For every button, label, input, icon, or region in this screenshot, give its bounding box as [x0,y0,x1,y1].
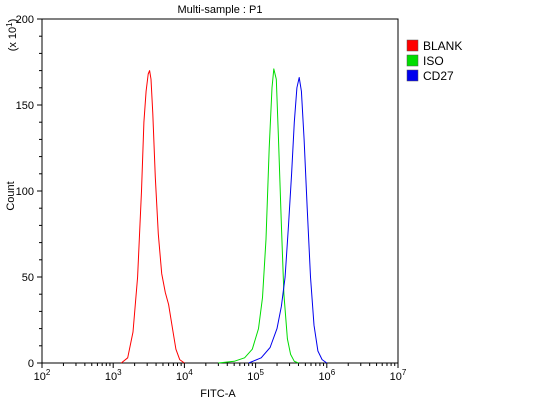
x-tick-label: 102 [34,368,51,383]
x-tick-label: 103 [105,368,122,383]
x-tick-label: 106 [318,368,335,383]
y-tick-label: 100 [16,186,34,198]
chart-title: Multi-sample : P1 [178,4,263,16]
y-tick-label: 200 [16,14,34,26]
x-axis: 102 103 104 105 106 107 [34,363,407,383]
x-tick-label: 104 [176,368,193,383]
series-layer [120,68,328,364]
y-axis: 0 50 100 150 200 [16,14,42,370]
plot-frame [41,18,399,364]
y-tick-label: 50 [22,272,34,284]
svg-text:(x 101): (x 101) [5,19,19,52]
series-line-cd27 [248,77,328,364]
x-axis-label: FITC-A [200,388,236,400]
x-tick-label: 107 [390,368,407,383]
legend-label-blank: BLANK [423,39,462,53]
y-multiplier-prefix: (x 10 [7,27,19,51]
legend-label-iso: ISO [423,54,444,68]
y-tick-label: 150 [16,100,34,112]
x-tick-label: 105 [247,368,264,383]
y-multiplier-exp: 1 [5,22,14,27]
legend-swatch-cd27 [406,69,419,82]
series-line-iso [218,68,299,364]
legend-swatch-iso [406,54,419,67]
series-line-blank [120,70,185,364]
y-multiplier-suffix: ) [7,19,19,23]
legend-swatch-blank [406,39,419,52]
y-tick-label: 0 [28,358,34,370]
legend-label-cd27: CD27 [423,69,454,83]
y-axis-label: Count [5,181,17,210]
y-multiplier-label: (x 101) [5,19,19,52]
